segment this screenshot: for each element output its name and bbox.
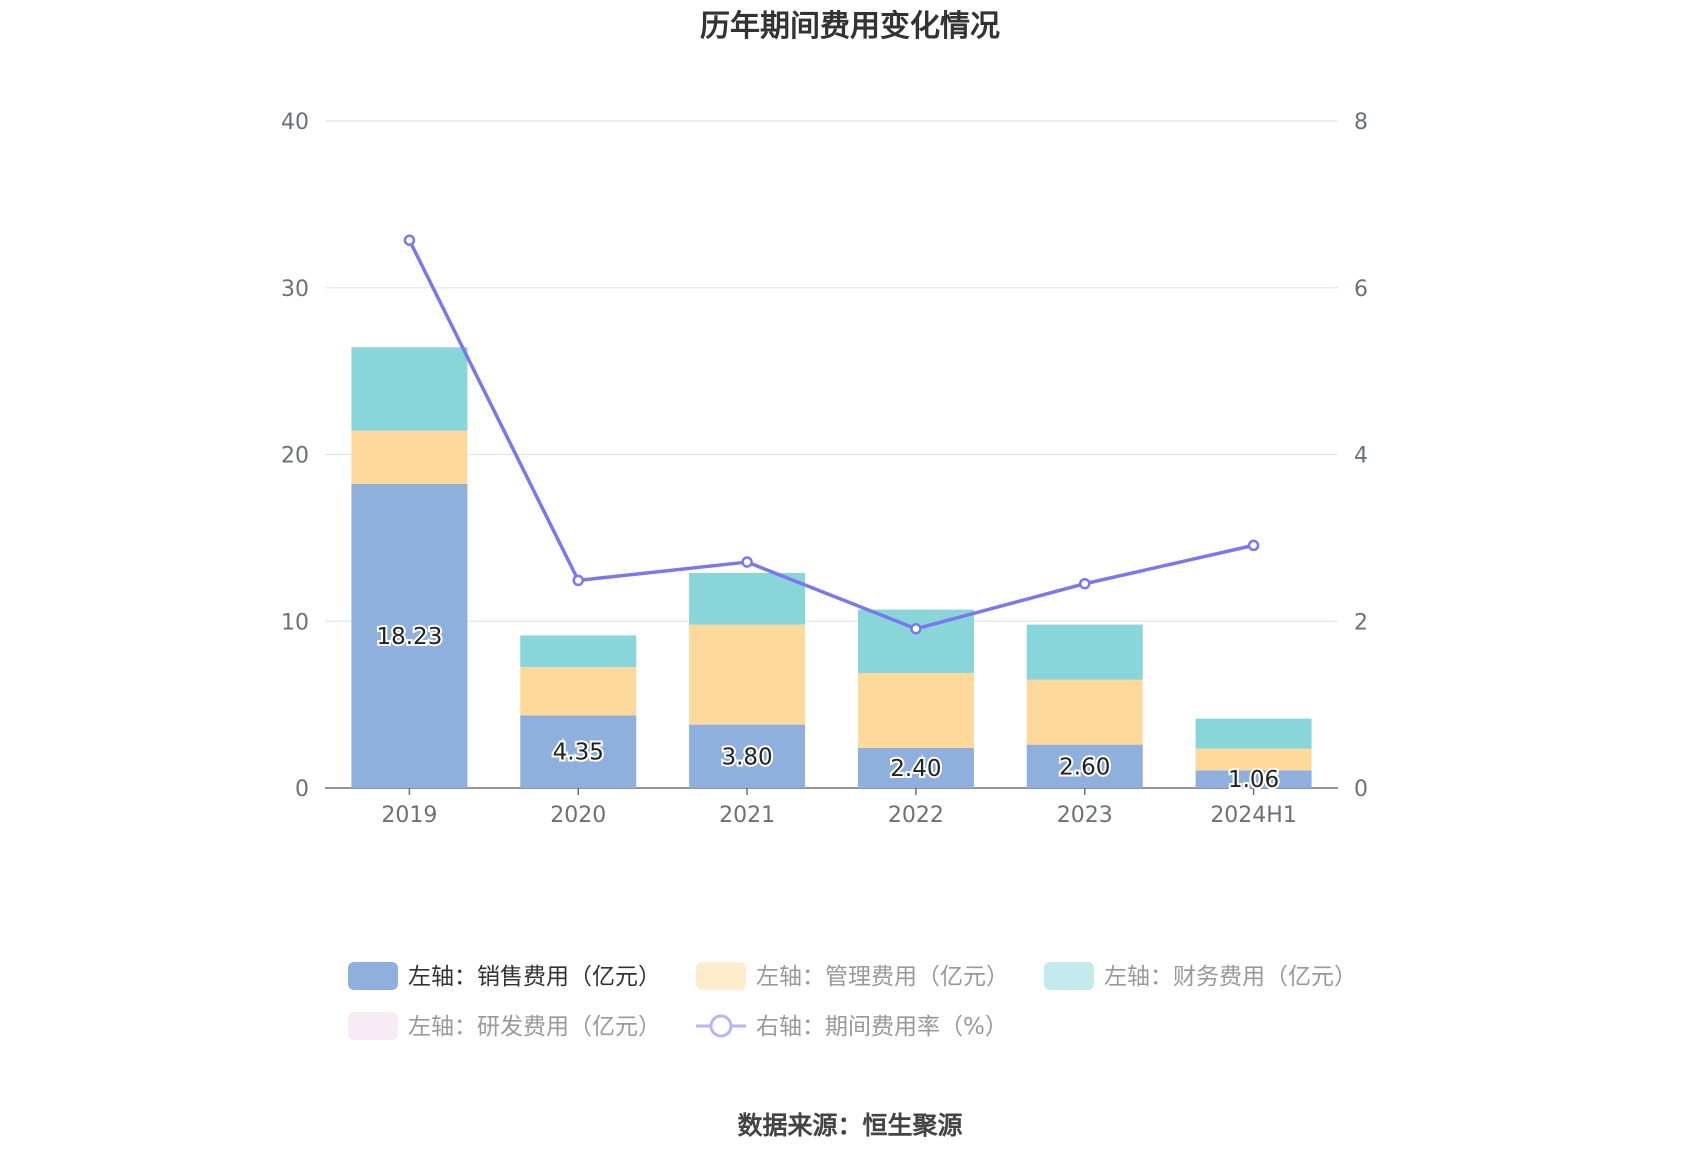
bar-segment[interactable]	[351, 430, 468, 485]
bar-value-label: 2.40	[890, 756, 941, 782]
legend-swatch	[348, 1012, 398, 1040]
x-axis-tick-label: 2021	[719, 803, 775, 828]
line-series	[403, 234, 1260, 635]
right-axis-tick-label: 2	[1354, 610, 1368, 635]
bar-value-label: 18.23	[376, 624, 442, 650]
legend-label: 右轴：期间费用率（%）	[756, 1014, 1008, 1040]
x-axis-tick-label: 2022	[888, 803, 944, 828]
bar-value-label: 3.80	[721, 744, 772, 770]
bar-segment[interactable]	[1026, 744, 1143, 788]
bar-value-label: 4.35	[553, 740, 604, 766]
bar-segment[interactable]	[520, 635, 637, 668]
left-axis-tick-label: 20	[281, 444, 309, 469]
axes: 0 10 20 30 40 0 2 4 6 8 2019 2020 2021 2022 2023 2024H1	[281, 110, 1368, 828]
chart-title: 历年期间费用变化情况	[700, 9, 1000, 44]
bar-segment[interactable]	[689, 724, 806, 788]
bar-value-label: 2.60	[1059, 754, 1110, 780]
bar-segment[interactable]	[689, 572, 806, 625]
legend-swatch	[1044, 962, 1094, 990]
line-series-path	[407, 239, 1254, 631]
x-axis-tick-label: 2019	[381, 803, 437, 828]
line-point[interactable]	[1247, 539, 1260, 552]
legend-label: 左轴：财务费用（亿元）	[1104, 964, 1357, 990]
bar-segment[interactable]	[351, 484, 468, 788]
left-axis-tick-label: 30	[281, 277, 309, 302]
bar-segment[interactable]	[520, 715, 637, 788]
left-axis-tick-label: 10	[281, 610, 309, 635]
legend-marker-icon	[709, 1014, 733, 1038]
left-axis-tick-label: 0	[295, 777, 309, 802]
bar-segment[interactable]	[520, 667, 637, 716]
right-axis-tick-label: 6	[1354, 277, 1368, 302]
bar-segment[interactable]	[1195, 770, 1312, 788]
legend-item[interactable]: 左轴：管理费用（亿元）	[696, 962, 1009, 990]
legend: 左轴：销售费用（亿元） 左轴：管理费用（亿元） 左轴：财务费用（亿元） 左轴：研发费用…	[348, 962, 1357, 1040]
right-axis-tick-label: 0	[1354, 777, 1368, 802]
legend-label: 左轴：销售费用（亿元）	[408, 964, 661, 990]
bar-segment[interactable]	[1026, 624, 1143, 680]
bar-segment[interactable]	[857, 672, 974, 748]
bar-value-label: 1.06	[1228, 767, 1279, 793]
legend-label: 左轴：管理费用（亿元）	[756, 964, 1009, 990]
legend-item[interactable]: 左轴：财务费用（亿元）	[1044, 962, 1357, 990]
bar-segment[interactable]	[351, 347, 468, 431]
line-point[interactable]	[1079, 577, 1091, 590]
bar-segment[interactable]	[857, 747, 974, 788]
bar-segment[interactable]	[689, 624, 806, 725]
data-labels: 18.23 4.35 3.80 2.40 2.60 1.06	[374, 622, 1281, 795]
left-axis-tick-label: 40	[281, 110, 309, 135]
line-point[interactable]	[741, 556, 753, 568]
grid-lines	[325, 120, 1338, 622]
x-axis-tick-label: 2020	[550, 803, 606, 828]
bar-series	[351, 347, 1312, 788]
legend-item[interactable]: 右轴：期间费用率（%）	[696, 1014, 1008, 1040]
x-axis-tick-label: 2024H1	[1210, 803, 1297, 828]
bar-segment[interactable]	[1195, 748, 1312, 771]
legend-label: 左轴：研发费用（亿元）	[408, 1014, 661, 1040]
bar-segment[interactable]	[1195, 718, 1312, 749]
data-source: 数据来源：恒生聚源	[737, 1111, 962, 1140]
line-point[interactable]	[403, 234, 416, 246]
legend-swatch	[348, 962, 398, 990]
line-point[interactable]	[910, 623, 922, 635]
right-axis-tick-label: 8	[1354, 110, 1368, 135]
line-point[interactable]	[572, 574, 584, 587]
x-axis-tick-label: 2023	[1057, 803, 1113, 828]
legend-swatch	[696, 962, 746, 990]
legend-item[interactable]: 左轴：研发费用（亿元）	[348, 1012, 661, 1040]
bar-segment[interactable]	[1026, 679, 1143, 745]
right-axis-tick-label: 4	[1354, 444, 1368, 469]
legend-item[interactable]: 左轴：销售费用（亿元）	[348, 962, 661, 990]
